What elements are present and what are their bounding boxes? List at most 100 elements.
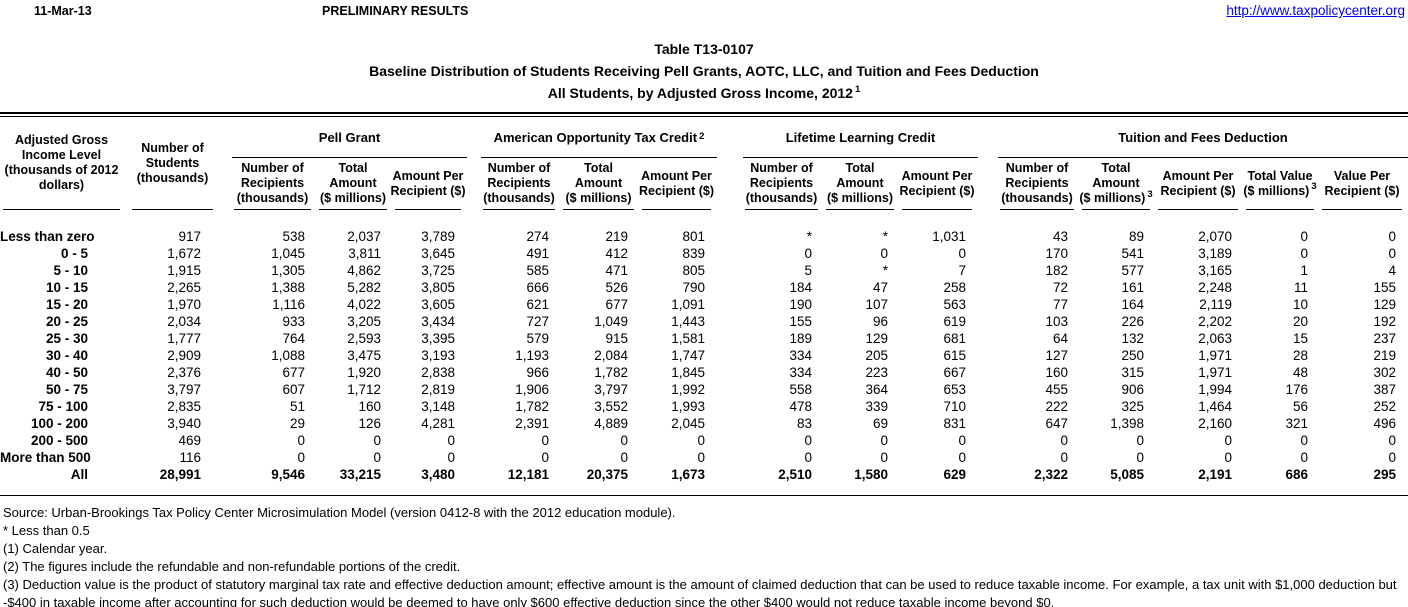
cell-aotc-recipients: 2,391 [515, 416, 549, 431]
taxpolicycenter-link[interactable]: http://www.taxpolicycenter.org [1226, 3, 1405, 18]
cell-tfd-value-per-recipient: 155 [1373, 280, 1396, 295]
cell-aotc-recipients: 966 [526, 365, 549, 380]
col-header: Total Amount ($ millions) 3 [1079, 158, 1153, 210]
col-header: Total Amount ($ millions) [826, 158, 894, 210]
col-header: Amount Per Recipient ($) [1158, 158, 1238, 210]
cell-pell-total: 3,811 [348, 246, 381, 261]
cell-tfd-per-recipient: 2,248 [1198, 280, 1232, 295]
cell-students: 2,265 [167, 280, 201, 295]
cell-tfd-recipients: 647 [1045, 416, 1068, 431]
cell-tfd-total-value: 28 [1292, 348, 1308, 363]
cell-tfd-total-value: 176 [1285, 382, 1308, 397]
col-header: Number of Recipients (thousands) [483, 158, 555, 210]
cell-aotc-per-recipient: 1,581 [671, 331, 705, 346]
cell-aotc-per-recipient: 0 [697, 450, 705, 465]
cell-pell-per-recipient: 3,645 [421, 246, 455, 261]
cell-tfd-value-per-recipient: 0 [1388, 229, 1396, 244]
cell-llc-per-recipient: 258 [943, 280, 966, 295]
cell-tfd-per-recipient: 1,971 [1198, 348, 1232, 363]
cell-aotc-recipients: 0 [541, 450, 549, 465]
cell-aotc-per-recipient: 801 [682, 229, 705, 244]
cell-pell-total: 126 [358, 416, 381, 431]
row-label: 100 - 200 [30, 416, 88, 431]
group-header-aotc: American Opportunity Tax Credit 2 [481, 117, 717, 158]
col-header: Amount Per Recipient ($) [391, 158, 466, 210]
cell-llc-per-recipient: 0 [958, 433, 966, 448]
cell-tfd-total-value: 10 [1292, 297, 1308, 312]
table-subtitle: All Students, by Adjusted Gross Income, … [547, 84, 861, 101]
cell-students: 1,777 [167, 331, 201, 346]
cell-aotc-recipients: 666 [526, 280, 549, 295]
cell-aotc-total: 1,782 [594, 365, 628, 380]
cell-tfd-recipients: 170 [1045, 246, 1068, 261]
cell-llc-recipients: 334 [789, 348, 812, 363]
cell-aotc-recipients: 491 [526, 246, 549, 261]
cell-pell-total: 160 [358, 399, 381, 414]
cell-tfd-total-value: 0 [1300, 246, 1308, 261]
row-label: More than 500 [0, 450, 91, 465]
row-label: Less than zero [0, 229, 95, 244]
cell-aotc-per-recipient: 2,045 [671, 416, 705, 431]
cell-students: 2,835 [167, 399, 201, 414]
footnotes: Source: Urban-Brookings Tax Policy Cente… [3, 504, 1405, 607]
cell-llc-total: 364 [865, 382, 888, 397]
cell-llc-recipients: * [806, 229, 812, 244]
cell-tfd-value-per-recipient: 0 [1388, 246, 1396, 261]
cell-tfd-recipients: 77 [1052, 297, 1068, 312]
cell-pell-total: 33,215 [339, 467, 381, 482]
cell-tfd-per-recipient: 0 [1224, 450, 1232, 465]
cell-pell-recipients: 51 [289, 399, 305, 414]
cell-tfd-recipients: 222 [1045, 399, 1068, 414]
cell-pell-per-recipient: 3,480 [421, 467, 455, 482]
cell-tfd-total: 250 [1121, 348, 1144, 363]
cell-aotc-recipients: 579 [526, 331, 549, 346]
cell-aotc-per-recipient: 839 [682, 246, 705, 261]
cell-tfd-value-per-recipient: 302 [1373, 365, 1396, 380]
cell-llc-recipients: 558 [789, 382, 812, 397]
cell-tfd-per-recipient: 1,464 [1198, 399, 1232, 414]
row-label: 30 - 40 [45, 348, 88, 363]
cell-llc-total: * [882, 229, 888, 244]
cell-pell-per-recipient: 3,605 [421, 297, 455, 312]
cell-llc-total: 339 [865, 399, 888, 414]
cell-tfd-total-value: 56 [1292, 399, 1308, 414]
row-label: 40 - 50 [45, 365, 88, 380]
cell-tfd-per-recipient: 2,160 [1198, 416, 1232, 431]
cell-tfd-per-recipient: 1,994 [1198, 382, 1232, 397]
col-header: Total Amount ($ millions) [319, 158, 387, 210]
col-header: Total Amount ($ millions) [563, 158, 634, 210]
students-column-header: Number of Students (thousands) [132, 117, 213, 210]
cell-llc-total: 0 [880, 246, 888, 261]
cell-llc-recipients: 0 [804, 246, 812, 261]
cell-tfd-total-value: 1 [1300, 263, 1308, 278]
cell-students: 2,909 [167, 348, 201, 363]
cell-tfd-recipients: 0 [1060, 450, 1068, 465]
cell-tfd-recipients: 455 [1045, 382, 1068, 397]
cell-tfd-per-recipient: 2,202 [1198, 314, 1232, 329]
cell-llc-total: * [882, 263, 888, 278]
cell-tfd-total-value: 11 [1293, 280, 1308, 295]
cell-aotc-recipients: 1,782 [515, 399, 549, 414]
group-header-llc: Lifetime Learning Credit [743, 117, 978, 158]
cell-tfd-per-recipient: 3,165 [1198, 263, 1232, 278]
cell-llc-recipients: 0 [804, 450, 812, 465]
cell-aotc-per-recipient: 805 [682, 263, 705, 278]
cell-llc-recipients: 83 [796, 416, 812, 431]
cell-aotc-recipients: 1,193 [515, 348, 549, 363]
cell-aotc-per-recipient: 1,993 [671, 399, 705, 414]
cell-pell-total: 1,712 [347, 382, 381, 397]
cell-pell-recipients: 0 [297, 433, 305, 448]
cell-students: 1,970 [167, 297, 201, 312]
col-header: Total Value ($ millions) 3 [1243, 158, 1317, 210]
footnote-ref-1: 1 [854, 84, 861, 96]
cell-tfd-total-value: 15 [1292, 331, 1308, 346]
cell-pell-total: 0 [373, 450, 381, 465]
agi-column-header: Adjusted Gross Income Level (thousands of … [3, 117, 120, 210]
cell-pell-per-recipient: 2,838 [421, 365, 455, 380]
cell-tfd-total-value: 686 [1285, 467, 1308, 482]
footnote: Source: Urban-Brookings Tax Policy Cente… [3, 505, 676, 520]
cell-students: 1,672 [167, 246, 201, 261]
cell-tfd-recipients: 127 [1045, 348, 1068, 363]
cell-llc-total: 69 [872, 416, 888, 431]
cell-tfd-value-per-recipient: 219 [1373, 348, 1396, 363]
